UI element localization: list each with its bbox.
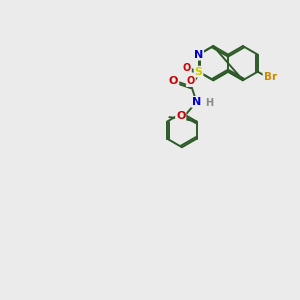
Text: O: O (176, 111, 185, 121)
Text: O: O (169, 76, 178, 86)
Text: O: O (187, 76, 195, 86)
Text: Br: Br (263, 72, 277, 82)
Text: H: H (205, 98, 213, 108)
Text: N: N (192, 97, 201, 107)
Text: S: S (194, 67, 202, 77)
Text: N: N (194, 50, 203, 60)
Text: O: O (183, 63, 191, 73)
